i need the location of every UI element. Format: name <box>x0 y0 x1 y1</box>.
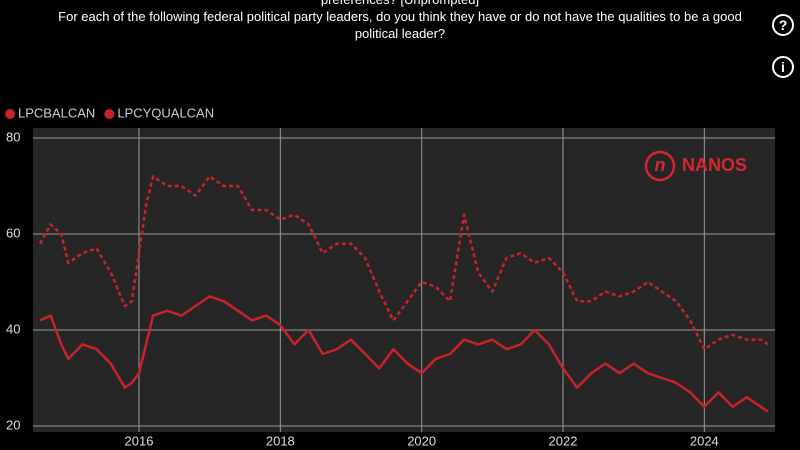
y-tick-label: 20 <box>6 417 20 432</box>
legend-label: LPCBALCAN <box>18 105 95 120</box>
legend-marker <box>5 109 15 119</box>
chart-subtitle: For each of the following federal politi… <box>58 9 742 41</box>
x-tick-label: 2020 <box>407 433 436 448</box>
chart-title: preferences? [Unprompted] <box>40 0 760 8</box>
logo-glyph: n <box>655 155 666 175</box>
info-button[interactable]: i <box>772 56 794 78</box>
legend-label: LPCYQUALCAN <box>117 105 214 120</box>
y-tick-label: 40 <box>6 321 20 336</box>
y-tick-label: 80 <box>6 129 20 144</box>
legend-marker <box>104 109 115 119</box>
x-tick-label: 2016 <box>125 433 154 448</box>
x-tick-label: 2024 <box>690 433 719 448</box>
x-tick-label: 2022 <box>549 433 578 448</box>
y-tick-label: 60 <box>6 225 20 240</box>
series-line <box>39 295 769 413</box>
help-button[interactable]: ? <box>772 14 794 36</box>
x-tick-label: 2018 <box>266 433 295 448</box>
series-line <box>38 175 769 351</box>
logo-mark <box>644 150 676 182</box>
logo-text: NANOS <box>682 155 747 175</box>
